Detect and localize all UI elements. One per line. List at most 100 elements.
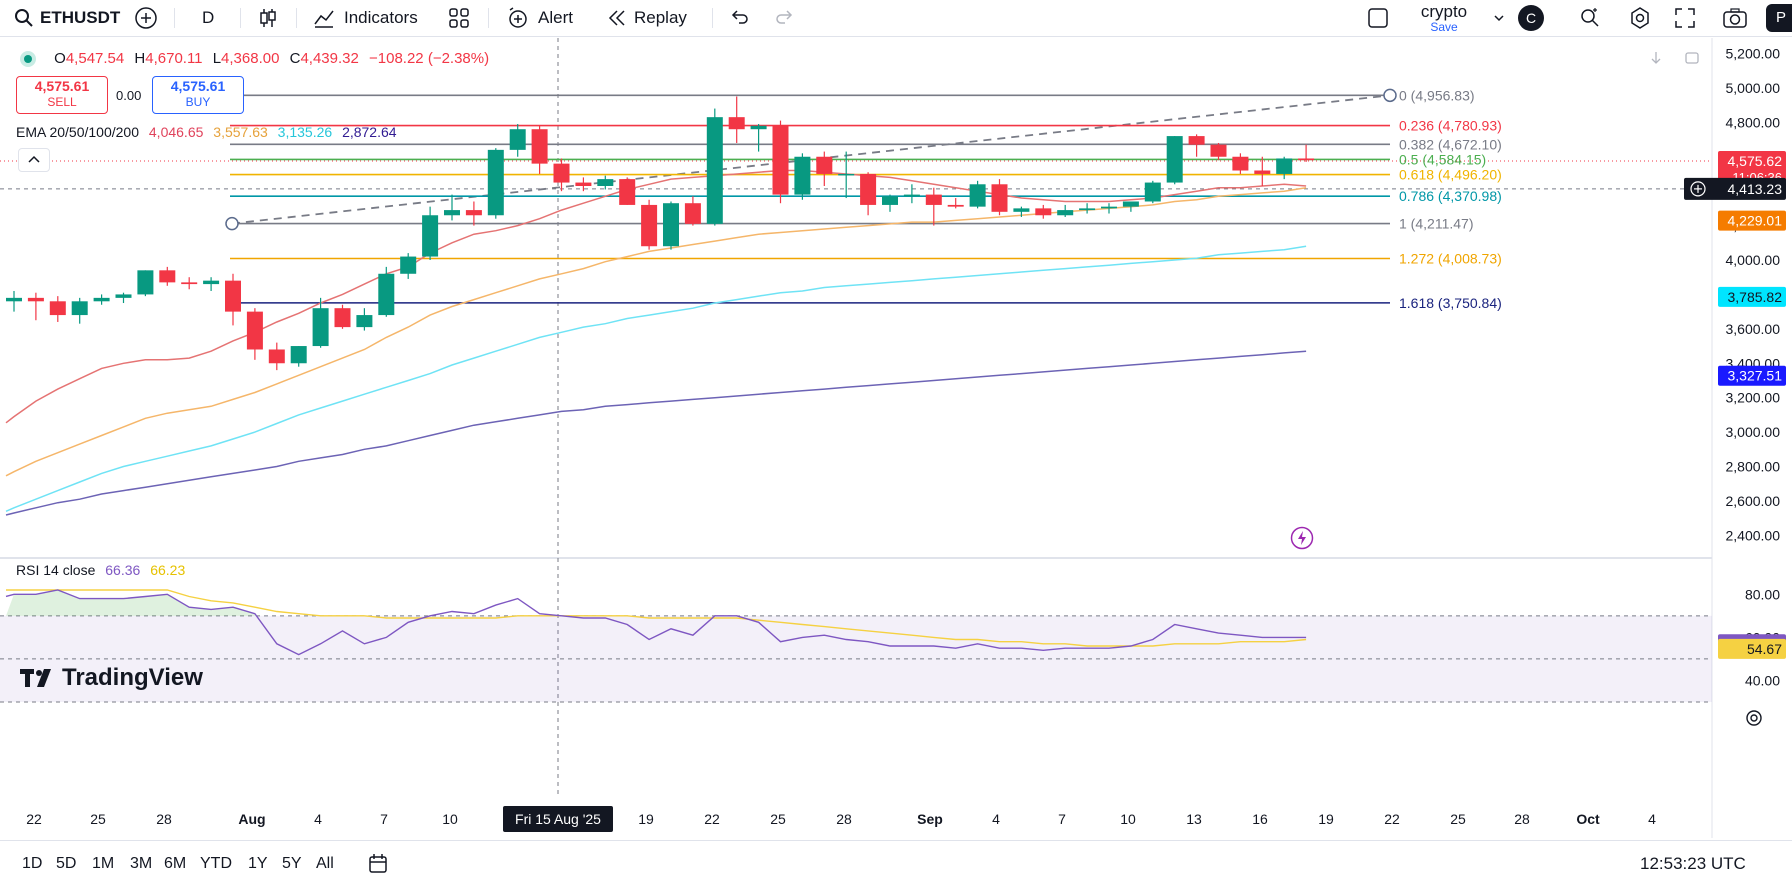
indicators-button[interactable]: Indicators bbox=[312, 0, 418, 36]
candle-body bbox=[663, 203, 679, 247]
undo-button[interactable] bbox=[728, 0, 750, 36]
fib-price: 4,672.10 bbox=[1443, 136, 1498, 152]
ema-label: EMA 20/50/100/200 bbox=[16, 124, 139, 140]
quick-search-button[interactable] bbox=[1578, 0, 1602, 36]
time-tick-label: 10 bbox=[442, 811, 458, 827]
alert-button[interactable]: Alert bbox=[506, 0, 573, 36]
interval-button[interactable]: D bbox=[202, 0, 214, 36]
rsi-ma-tag-bg bbox=[1718, 638, 1786, 659]
fib-price: 4,370.98 bbox=[1443, 188, 1498, 204]
replay-button[interactable]: Replay bbox=[606, 0, 687, 36]
redo-icon bbox=[776, 10, 793, 24]
separator bbox=[488, 8, 489, 28]
fib-ratio: 1.618 bbox=[1399, 295, 1434, 311]
layout-menu-button[interactable] bbox=[1492, 0, 1506, 36]
change-value: −108.22 (−2.38%) bbox=[369, 50, 490, 67]
range-button-6m[interactable]: 6M bbox=[164, 854, 187, 872]
layout-name-button[interactable]: crypto Save bbox=[1412, 0, 1476, 36]
fib-ratio: 1 bbox=[1399, 216, 1407, 232]
candle-body bbox=[312, 308, 329, 347]
pane-maximize-button[interactable] bbox=[1684, 50, 1700, 71]
candle-body bbox=[750, 125, 767, 130]
bottom-toolbar: 1D 5D 1M 3M 6M YTD 1Y 5Y All 12:53:23 UTC bbox=[0, 840, 1792, 886]
candle-body bbox=[465, 210, 482, 216]
indicators-label: Indicators bbox=[344, 8, 418, 27]
magic-search-icon bbox=[1581, 8, 1599, 27]
time-tick-label: Oct bbox=[1576, 811, 1600, 827]
clock-display[interactable]: 12:53:23 UTC bbox=[1640, 841, 1746, 886]
collapse-legend-button[interactable] bbox=[18, 148, 50, 172]
range-button-all[interactable]: All bbox=[316, 854, 334, 872]
time-tick-label: 22 bbox=[26, 811, 42, 827]
candle-body bbox=[1210, 144, 1227, 157]
fib-price-close: ) bbox=[1497, 250, 1502, 266]
chart-canvas[interactable]: 0 (4,956.83)0.236 (4,780.93)0.382 (4,672… bbox=[0, 38, 1792, 838]
ema200-value: 2,872.64 bbox=[342, 124, 397, 140]
settings-button[interactable] bbox=[1628, 0, 1652, 36]
fib-price: 4,780.93 bbox=[1443, 118, 1498, 134]
time-tick-label: 28 bbox=[156, 811, 172, 827]
square-icon bbox=[1368, 8, 1388, 28]
fib-trend-line bbox=[231, 94, 1391, 225]
range-button-3m[interactable]: 3M bbox=[130, 854, 153, 872]
separator bbox=[296, 8, 297, 28]
fib-price-close: ) bbox=[1497, 118, 1502, 134]
avatar[interactable]: C bbox=[1518, 0, 1544, 36]
alarm-clock-icon bbox=[509, 7, 527, 28]
time-tick-label: 22 bbox=[704, 811, 720, 827]
ema200-tag-bg bbox=[1718, 365, 1786, 386]
event-badge[interactable] bbox=[1290, 526, 1314, 550]
templates-button[interactable] bbox=[448, 0, 470, 36]
fib-level-label: 1 (4,211.47) bbox=[1399, 216, 1474, 232]
rsi-legend[interactable]: RSI 14 close 66.36 66.23 bbox=[16, 562, 185, 578]
buy-button[interactable]: 4,575.61 BUY bbox=[152, 76, 244, 114]
range-button-ytd[interactable]: YTD bbox=[200, 854, 232, 872]
search-icon bbox=[15, 9, 33, 27]
candle-body bbox=[1188, 136, 1205, 145]
candle-body bbox=[684, 203, 701, 224]
goto-date-button[interactable] bbox=[366, 841, 390, 886]
chart-type-button[interactable] bbox=[256, 0, 280, 36]
ema100-tag-bg bbox=[1718, 286, 1786, 307]
compare-button[interactable] bbox=[134, 0, 158, 36]
time-tick-label: 4 bbox=[992, 811, 1000, 827]
fullscreen-button[interactable] bbox=[1674, 0, 1696, 36]
symbol-search[interactable]: ETHUSDT bbox=[14, 0, 120, 36]
close-label: C bbox=[289, 50, 301, 67]
range-button-1m[interactable]: 1M bbox=[92, 854, 115, 872]
candles-icon bbox=[260, 9, 276, 27]
fib-anchor-end bbox=[1383, 88, 1397, 103]
time-tick-label: Sep bbox=[917, 811, 943, 827]
time-tick-label: 7 bbox=[380, 811, 388, 827]
separator bbox=[174, 8, 175, 28]
separator bbox=[240, 8, 241, 28]
candle-body bbox=[597, 179, 614, 186]
tradingview-watermark: TradingView bbox=[20, 664, 203, 692]
candle-body bbox=[1276, 158, 1293, 174]
ema200-tag: 3,327.51 bbox=[1728, 368, 1783, 384]
ema-legend[interactable]: EMA 20/50/100/200 4,046.65 3,557.63 3,13… bbox=[16, 124, 397, 140]
sell-button[interactable]: 4,575.61 SELL bbox=[16, 76, 108, 114]
fib-price: 4,211.47 bbox=[1415, 216, 1469, 232]
arrow-down-icon bbox=[1651, 52, 1661, 64]
candle-body bbox=[882, 196, 898, 205]
fib-price: 4,956.83 bbox=[1415, 87, 1470, 103]
candle-body bbox=[1079, 208, 1096, 211]
snapshot-button[interactable] bbox=[1722, 0, 1748, 36]
publish-button[interactable]: P bbox=[1766, 0, 1792, 36]
layout-save-label: Save bbox=[1430, 19, 1458, 34]
axis-settings-button[interactable] bbox=[1744, 708, 1764, 733]
chart-area[interactable]: 0 (4,956.83) 0.236 (4,780.93) 0.382 (4,672… bbox=[0, 38, 1792, 838]
range-button-1d[interactable]: 1D bbox=[22, 854, 43, 872]
candle-body bbox=[1057, 210, 1074, 216]
layout-toggle-button[interactable] bbox=[1366, 0, 1390, 36]
replay-label: Replay bbox=[634, 8, 687, 27]
crosshair-price-tag-bg bbox=[1684, 177, 1786, 200]
fib-ratio: 0.618 bbox=[1399, 167, 1434, 183]
range-button-1y[interactable]: 1Y bbox=[248, 854, 268, 872]
range-button-5y[interactable]: 5Y bbox=[282, 854, 302, 872]
redo-button[interactable] bbox=[774, 0, 796, 36]
range-button-5d[interactable]: 5D bbox=[56, 854, 77, 872]
top-toolbar: ETHUSDT D Indicators Alert Replay crypto… bbox=[0, 0, 1792, 37]
pane-down-button[interactable] bbox=[1648, 50, 1664, 71]
